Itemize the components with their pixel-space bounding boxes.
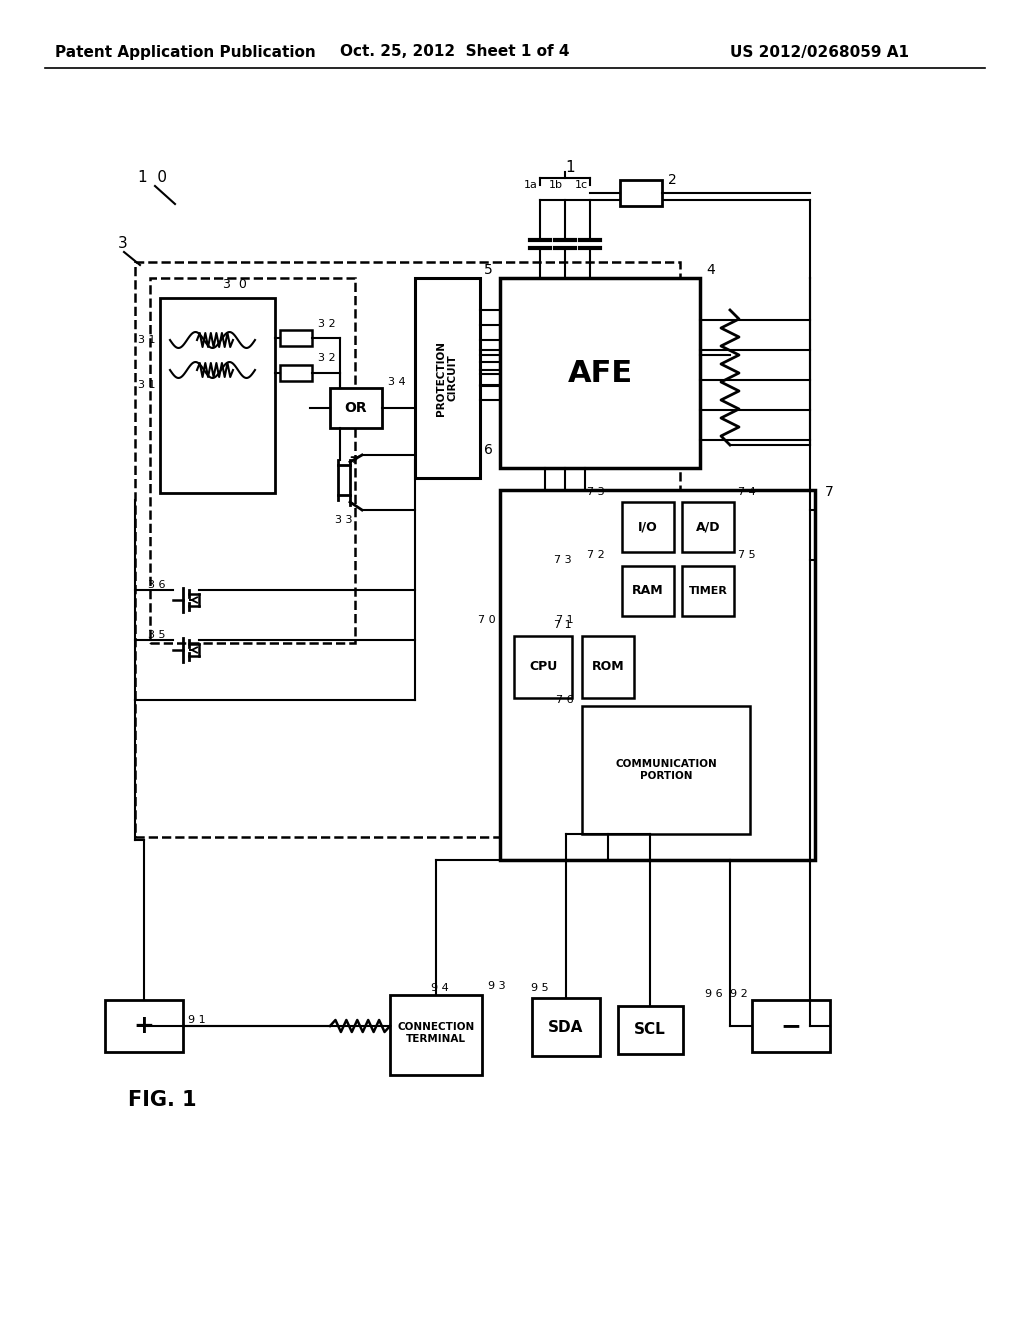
Text: 7 5: 7 5 (738, 550, 756, 560)
Text: RAM: RAM (632, 585, 664, 598)
Text: +: + (133, 1014, 155, 1038)
Text: 7 2: 7 2 (587, 550, 605, 560)
Bar (280, 330, 312, 346)
Text: 3 5: 3 5 (147, 630, 165, 640)
Text: 3: 3 (118, 236, 128, 252)
Bar (582, 706, 750, 834)
Text: CPU: CPU (528, 660, 557, 673)
Bar (390, 995, 482, 1074)
Text: 1b: 1b (549, 180, 563, 190)
Text: 3 4: 3 4 (388, 378, 406, 387)
Bar (622, 566, 674, 616)
Text: Oct. 25, 2012  Sheet 1 of 4: Oct. 25, 2012 Sheet 1 of 4 (340, 45, 569, 59)
Text: TIMER: TIMER (688, 586, 727, 597)
Text: PROTECTION
CIRCUIT: PROTECTION CIRCUIT (436, 341, 458, 416)
Text: 1a: 1a (524, 180, 538, 190)
Bar (582, 636, 634, 698)
Bar (135, 261, 680, 837)
Text: 1: 1 (565, 161, 574, 176)
Text: 3 6: 3 6 (147, 579, 165, 590)
Text: 1c: 1c (574, 180, 588, 190)
Text: 9 3: 9 3 (488, 981, 506, 991)
Bar (415, 279, 480, 478)
Text: 9 6: 9 6 (705, 989, 723, 999)
Bar (618, 1006, 683, 1053)
Bar (682, 566, 734, 616)
Text: ROM: ROM (592, 660, 625, 673)
Text: COMMUNICATION
PORTION: COMMUNICATION PORTION (615, 759, 717, 781)
Text: 7: 7 (825, 484, 834, 499)
Bar (508, 626, 763, 843)
Text: 7 0: 7 0 (478, 615, 496, 624)
Text: 7 6: 7 6 (556, 696, 574, 705)
Text: CONNECTION
TERMINAL: CONNECTION TERMINAL (397, 1022, 475, 1044)
Text: 3 2: 3 2 (318, 352, 336, 363)
Text: 3 1: 3 1 (137, 335, 155, 345)
Text: FIG. 1: FIG. 1 (128, 1090, 197, 1110)
Text: 7 3: 7 3 (588, 487, 605, 498)
Text: 9 4: 9 4 (431, 983, 449, 993)
Text: 7 4: 7 4 (738, 487, 756, 498)
Text: A/D: A/D (695, 520, 720, 533)
Text: Patent Application Publication: Patent Application Publication (54, 45, 315, 59)
Text: 9 2: 9 2 (730, 989, 748, 999)
Bar (618, 562, 763, 624)
Bar (330, 388, 382, 428)
Bar (532, 998, 600, 1056)
Bar (500, 279, 700, 469)
Bar (105, 1001, 183, 1052)
Text: 3  0: 3 0 (223, 277, 247, 290)
Bar (622, 502, 674, 552)
Text: OR: OR (345, 401, 368, 414)
Text: 4: 4 (706, 263, 715, 277)
Bar (620, 180, 662, 206)
Text: 7 1: 7 1 (554, 620, 572, 630)
Bar (150, 279, 355, 643)
Text: US 2012/0268059 A1: US 2012/0268059 A1 (730, 45, 909, 59)
Text: 7 3: 7 3 (554, 554, 572, 565)
Text: I/O: I/O (638, 520, 657, 533)
Text: 7 1: 7 1 (556, 615, 574, 624)
Text: 6: 6 (484, 444, 493, 457)
Bar (752, 1001, 830, 1052)
Bar (682, 502, 734, 552)
Text: SDA: SDA (548, 1019, 584, 1035)
Text: AFE: AFE (567, 359, 633, 388)
Bar (280, 366, 312, 381)
Text: 3 3: 3 3 (335, 515, 352, 525)
Text: 3 1: 3 1 (137, 380, 155, 389)
Bar (500, 490, 815, 861)
Text: −: − (780, 1014, 802, 1038)
Text: 3 2: 3 2 (318, 319, 336, 329)
Text: 9 1: 9 1 (188, 1015, 206, 1026)
Text: 1  0: 1 0 (138, 170, 167, 186)
Text: 2: 2 (668, 173, 677, 187)
Text: 9 5: 9 5 (531, 983, 549, 993)
Text: 5: 5 (484, 263, 493, 277)
Bar (618, 498, 763, 560)
Text: SCL: SCL (634, 1023, 666, 1038)
Bar (514, 636, 572, 698)
Bar (160, 298, 275, 492)
